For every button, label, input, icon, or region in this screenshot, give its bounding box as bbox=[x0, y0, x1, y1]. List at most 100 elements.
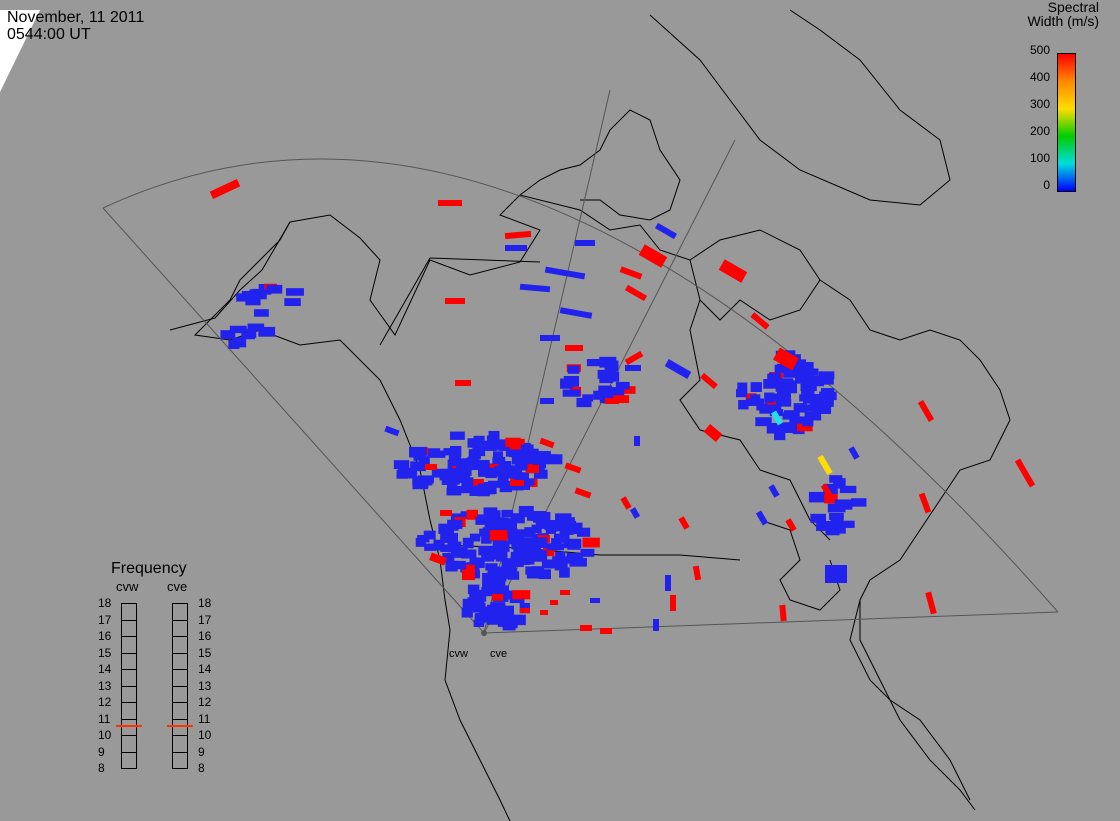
scatter-cell bbox=[532, 456, 545, 465]
scatter-cell bbox=[447, 468, 461, 477]
scatter-cell bbox=[830, 518, 844, 530]
scatter-cell bbox=[442, 552, 455, 562]
scatter-cell bbox=[474, 613, 487, 623]
scatter-cell bbox=[586, 359, 602, 367]
scatter-cell bbox=[774, 364, 788, 373]
scatter-cell bbox=[540, 610, 548, 615]
scatter-cell bbox=[763, 379, 777, 389]
scatter-cell bbox=[455, 380, 471, 386]
scatter-cell bbox=[463, 605, 480, 613]
scatter-cell bbox=[799, 394, 816, 402]
scatter-cell bbox=[764, 399, 779, 408]
scatter-cell bbox=[544, 266, 586, 280]
scatter-cell bbox=[544, 522, 558, 530]
scatter-cell bbox=[482, 578, 494, 590]
scatter-cell bbox=[819, 391, 837, 401]
scatter-cell bbox=[808, 394, 823, 402]
scatter-cell bbox=[520, 444, 534, 455]
frequency-box bbox=[172, 619, 188, 637]
scatter-cell bbox=[462, 537, 474, 549]
scatter-cell bbox=[397, 466, 409, 476]
scatter-cell bbox=[522, 553, 535, 565]
scatter-cell bbox=[468, 597, 485, 608]
frequency-scale-right: 14 bbox=[198, 662, 212, 676]
frequency-box bbox=[172, 652, 188, 670]
scatter-cell bbox=[599, 356, 617, 367]
scatter-cell bbox=[410, 461, 422, 470]
scatter-cell bbox=[416, 461, 427, 472]
scatter-cell bbox=[800, 383, 817, 392]
scatter-cell bbox=[810, 513, 826, 523]
frequency-scale-right: 12 bbox=[198, 695, 212, 709]
scatter-cell bbox=[590, 598, 600, 603]
frequency-scale-right: 17 bbox=[198, 612, 212, 627]
colorbar-tick-500: 500 bbox=[1029, 43, 1050, 57]
scatter-cell bbox=[531, 524, 542, 534]
scatter-cell bbox=[569, 558, 587, 567]
scatter-cell bbox=[625, 365, 641, 371]
scatter-cell bbox=[512, 590, 531, 600]
frequency-marker bbox=[167, 725, 193, 728]
scatter-cell bbox=[551, 538, 562, 549]
frequency-scale-right: 16 bbox=[198, 629, 212, 643]
scatter-cell bbox=[501, 528, 518, 539]
scatter-cell bbox=[820, 405, 832, 414]
scatter-cell bbox=[479, 459, 490, 468]
scatter-cell bbox=[560, 378, 573, 389]
scatter-cell bbox=[848, 446, 860, 460]
scatter-cell bbox=[497, 473, 509, 483]
scatter-cell bbox=[526, 511, 538, 521]
scatter-cell bbox=[424, 543, 436, 551]
frequency-box bbox=[172, 751, 188, 769]
frequency-scale-left: 16 bbox=[98, 629, 112, 643]
scatter-cell bbox=[629, 507, 641, 519]
scatter-cell bbox=[483, 467, 498, 477]
scatter-cell bbox=[247, 323, 265, 331]
scatter-cell bbox=[533, 469, 548, 479]
scatter-cell bbox=[539, 437, 555, 449]
scatter-cell bbox=[484, 523, 502, 534]
scatter-cell bbox=[209, 179, 241, 199]
frequency-scale-left: 10 bbox=[98, 728, 112, 742]
scatter-cell bbox=[735, 389, 748, 398]
frequency-scale-left: 8 bbox=[98, 761, 105, 775]
scatter-cell bbox=[482, 572, 499, 581]
scatter-cell bbox=[440, 532, 459, 543]
frequency-box bbox=[121, 685, 137, 703]
scatter-cell bbox=[552, 556, 568, 566]
scatter-cell bbox=[504, 230, 532, 240]
scatter-cell bbox=[466, 509, 479, 520]
scatter-cell bbox=[556, 515, 568, 523]
scatter-cell bbox=[574, 487, 592, 499]
scatter-cell bbox=[508, 614, 526, 626]
scatter-cell bbox=[850, 498, 867, 507]
radar-site-marker bbox=[481, 630, 487, 636]
scatter-cell bbox=[440, 510, 452, 516]
fov-south-edge bbox=[483, 611, 1059, 634]
frequency-box bbox=[172, 685, 188, 703]
scatter-cell bbox=[802, 376, 816, 385]
scatter-cell bbox=[487, 566, 502, 576]
scatter-cell bbox=[804, 411, 822, 421]
scatter-cell bbox=[417, 534, 430, 543]
colorbar-tick-0: 0 bbox=[1043, 178, 1050, 192]
scatter-cell bbox=[543, 547, 555, 557]
corner-wedge bbox=[0, 10, 40, 92]
scatter-cell bbox=[738, 399, 749, 410]
frequency-scale-right: 18 bbox=[198, 596, 212, 610]
scatter-cell bbox=[438, 200, 462, 206]
frequency-box bbox=[121, 652, 137, 670]
scatter-cell bbox=[489, 608, 506, 618]
scatter-cell bbox=[768, 484, 780, 498]
scatter-cell bbox=[505, 448, 518, 457]
scatter-cell bbox=[918, 492, 932, 514]
scatter-cell bbox=[600, 628, 612, 634]
scatter-cell bbox=[514, 460, 528, 471]
scatter-cell bbox=[508, 535, 525, 545]
scatter-cell bbox=[455, 473, 470, 484]
scatter-cell bbox=[816, 521, 834, 531]
scatter-cell bbox=[266, 284, 283, 294]
scatter-cell bbox=[781, 422, 795, 433]
scatter-cell bbox=[460, 511, 472, 520]
scatter-cell bbox=[776, 390, 792, 399]
